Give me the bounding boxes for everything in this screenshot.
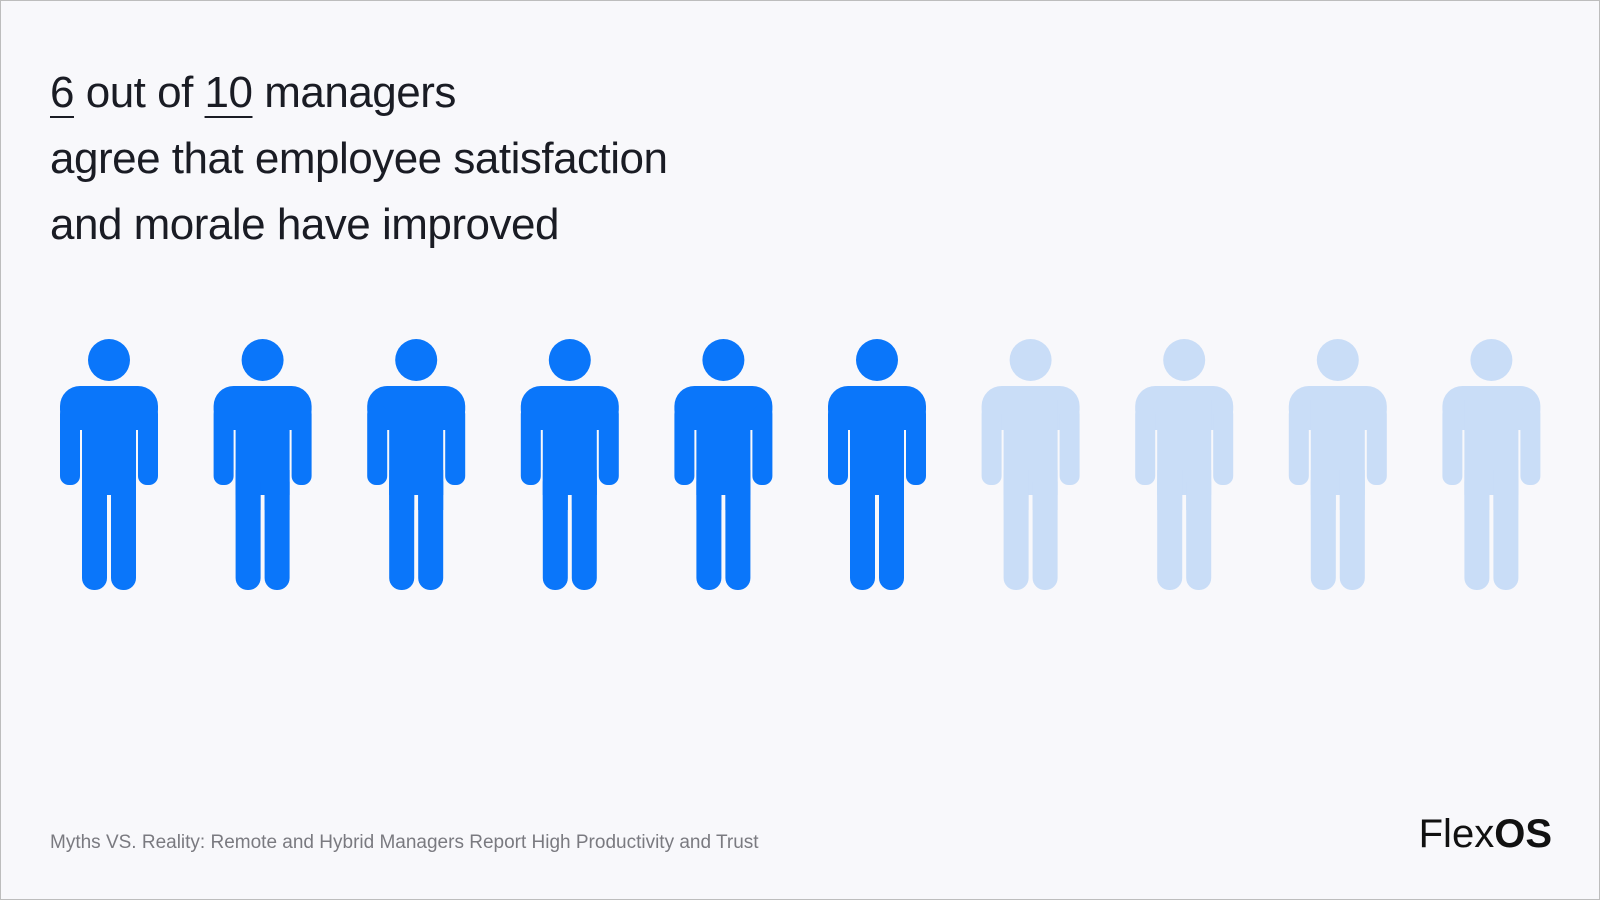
arm (752, 405, 773, 485)
leg-cover (850, 470, 875, 510)
title-line: agree that employee satisfaction (50, 134, 668, 183)
title: 6 out of 10 managers agree that employee… (50, 60, 668, 258)
arm (1366, 405, 1387, 485)
person-icon (1288, 339, 1387, 590)
title-line: and morale have improved (50, 200, 559, 249)
arm (906, 405, 926, 485)
head (702, 339, 745, 381)
leg-cover (1003, 470, 1029, 510)
person-icon (213, 339, 312, 590)
head (1163, 339, 1206, 381)
person-icon (981, 339, 1080, 590)
person-icon (60, 339, 158, 590)
arm (1213, 405, 1234, 485)
person-icon (520, 339, 619, 590)
head (395, 339, 438, 381)
leg-cover (1493, 470, 1519, 510)
leg-cover (1186, 470, 1212, 510)
arm (445, 405, 466, 485)
person-icon (1442, 339, 1541, 590)
arm (1288, 405, 1309, 485)
leg-cover (235, 470, 261, 510)
head (1316, 339, 1359, 381)
leg-cover (264, 470, 290, 510)
leg-cover (82, 470, 107, 510)
arm (367, 405, 388, 485)
head (1009, 339, 1052, 381)
arm (828, 405, 848, 485)
arm (291, 405, 312, 485)
person-icon (1135, 339, 1234, 590)
highlight-total: 10 (204, 68, 253, 117)
title-text: managers (264, 68, 456, 117)
leg-cover (542, 470, 568, 510)
arm (60, 405, 80, 485)
leg-cover (389, 470, 415, 510)
arm (981, 405, 1002, 485)
person-icon (828, 339, 926, 590)
head (856, 339, 898, 381)
leg-cover (879, 470, 904, 510)
arm (598, 405, 619, 485)
head (1470, 339, 1513, 381)
logo-text: Flex (1418, 812, 1495, 856)
leg-cover (1032, 470, 1058, 510)
head (548, 339, 591, 381)
title-line: 6 out of 10 managers (50, 60, 668, 126)
leg-cover (696, 470, 722, 510)
arm (1059, 405, 1080, 485)
arm (1135, 405, 1156, 485)
arm (138, 405, 158, 485)
leg-cover (418, 470, 444, 510)
highlight-value: 6 (50, 68, 74, 117)
leg-cover (725, 470, 751, 510)
person-icon (674, 339, 773, 590)
source: Myths VS. Reality: Remote and Hybrid Man… (50, 832, 759, 853)
leg-cover (1339, 470, 1365, 510)
leg-cover (1464, 470, 1490, 510)
logo: FlexOS (1419, 812, 1552, 857)
arm (520, 405, 541, 485)
arm (1442, 405, 1463, 485)
arm (213, 405, 234, 485)
leg-cover (111, 470, 136, 510)
arm (1520, 405, 1541, 485)
leg-cover (571, 470, 597, 510)
head (88, 339, 130, 381)
arm (674, 405, 695, 485)
head (241, 339, 284, 381)
leg-cover (1310, 470, 1336, 510)
title-text: out of (85, 68, 194, 117)
logo-text: OS (1494, 812, 1552, 856)
person-icon (367, 339, 466, 590)
leg-cover (1157, 470, 1183, 510)
